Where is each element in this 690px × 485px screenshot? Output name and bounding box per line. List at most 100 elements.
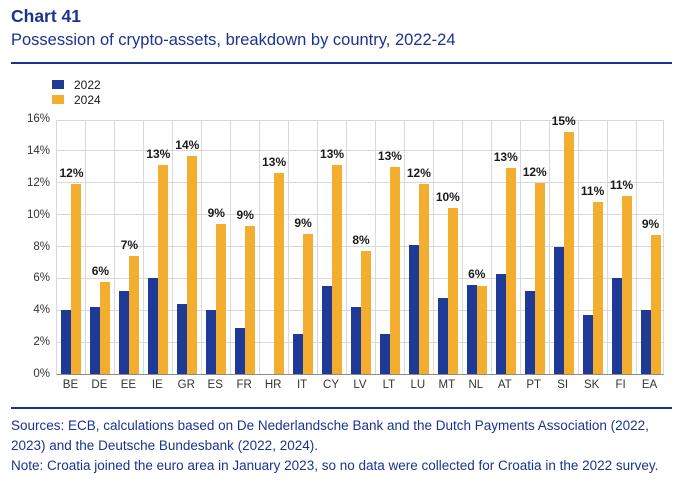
chart-legend: 2022 2024 [52, 77, 101, 107]
v-gridline-12 [403, 121, 405, 374]
x-tick-GR: GR [177, 379, 195, 391]
data-label-CY: 13% [320, 147, 345, 162]
x-tick-FI: FI [615, 379, 626, 391]
v-gridline-4 [172, 121, 174, 374]
v-gridline-17 [548, 121, 550, 374]
y-tick-16%: 16% [26, 113, 50, 125]
h-gridline-14 [57, 150, 663, 152]
data-label-HR: 13% [262, 155, 287, 170]
chart-footer: Sources: ECB, calculations based on De N… [11, 416, 681, 476]
x-tick-LV: LV [353, 379, 367, 391]
v-gridline-20 [635, 121, 637, 374]
bar-2022-AT [495, 273, 506, 374]
x-tick-SK: SK [583, 379, 600, 391]
data-label-SI: 15% [551, 113, 576, 128]
data-label-MT: 10% [435, 190, 460, 205]
data-label-GR: 14% [175, 137, 200, 152]
bar-2024-FR [245, 225, 256, 374]
x-tick-LT: LT [382, 379, 396, 391]
bar-2024-PT [534, 182, 545, 374]
plot-area: 12% 6% 7% 13% 14% 9% 9% 13% 9% 13% 8% 13% 12% 10% 6% 13… [56, 114, 664, 375]
h-gridline-12 [57, 182, 663, 184]
legend-swatch-2022 [52, 80, 64, 89]
x-tick-IT: IT [296, 379, 308, 391]
y-tick-12%: 12% [26, 176, 50, 189]
v-gridline-7 [259, 121, 261, 374]
bar-2022-LT [379, 334, 390, 374]
bar-2022-PT [524, 291, 535, 374]
h-gridline-6 [57, 277, 663, 279]
data-label-LU: 12% [406, 166, 431, 181]
top-divider-rule [11, 62, 672, 64]
bar-2022-SI [553, 246, 564, 374]
x-tick-HR: HR [264, 379, 282, 391]
bottom-divider-rule [11, 407, 672, 409]
bar-2024-HR [274, 173, 285, 374]
chart-subtitle: Possession of crypto-assets, breakdown b… [11, 31, 456, 49]
bar-2022-EE [119, 291, 130, 374]
data-label-DE: 6% [91, 263, 110, 278]
h-gridline-10 [57, 214, 663, 216]
v-gridline-10 [346, 121, 348, 374]
v-gridline-13 [432, 121, 434, 374]
h-gridline-8 [57, 246, 663, 247]
x-tick-NL: NL [468, 379, 484, 391]
v-gridline-5 [201, 121, 203, 374]
v-gridline-6 [230, 121, 232, 374]
bar-2024-GR [187, 155, 198, 374]
x-tick-LU: LU [410, 379, 426, 391]
data-label-ES: 9% [207, 206, 225, 221]
x-tick-BE: BE [62, 379, 79, 391]
x-tick-EE: EE [120, 379, 137, 391]
v-gridline-3 [143, 121, 145, 374]
v-gridline-9 [317, 121, 319, 374]
bar-2022-NL [466, 284, 477, 374]
legend-swatch-2024 [52, 95, 64, 104]
bar-2022-ES [206, 310, 217, 374]
data-label-LV: 8% [352, 233, 370, 248]
x-tick-DE: DE [91, 379, 108, 391]
bar-2022-FR [235, 327, 246, 374]
data-label-AT: 13% [493, 150, 518, 165]
x-tick-FR: FR [236, 379, 252, 391]
v-gridline-8 [288, 121, 290, 374]
data-label-FR: 9% [236, 207, 254, 222]
x-tick-CY: CY [323, 379, 340, 391]
sources-text: Sources: ECB, calculations based on De N… [11, 418, 649, 453]
bar-2022-BE [61, 310, 72, 374]
v-gridline-18 [577, 121, 579, 374]
bar-2024-LT [389, 166, 400, 374]
bar-2024-FI [621, 195, 632, 374]
legend-label-2024: 2024 [74, 92, 101, 107]
data-label-FI: 11% [609, 177, 634, 192]
legend-item-2024: 2024 [52, 92, 101, 107]
bar-2022-GR [177, 303, 188, 374]
bar-2024-EE [129, 256, 140, 374]
y-tick-4%: 4% [33, 304, 50, 317]
bar-2024-NL [476, 286, 487, 374]
bar-2022-DE [90, 307, 101, 374]
bar-2022-IT [293, 334, 304, 374]
bar-2024-AT [505, 168, 516, 374]
x-tick-MT: MT [438, 379, 456, 391]
data-label-IE: 13% [146, 147, 171, 162]
x-tick-AT: AT [497, 379, 512, 391]
v-gridline-14 [461, 121, 463, 374]
bar-2024-EA [650, 235, 661, 374]
x-tick-IE: IE [151, 379, 163, 391]
bar-2024-IT [303, 233, 314, 374]
bar-2022-FI [611, 278, 622, 374]
bar-2022-CY [322, 286, 333, 374]
y-tick-8%: 8% [33, 240, 50, 253]
y-tick-2%: 2% [33, 336, 50, 349]
v-gridline-19 [606, 121, 608, 374]
bar-2024-LU [418, 184, 429, 374]
y-tick-10%: 10% [26, 208, 50, 221]
bar-2022-EA [640, 310, 651, 374]
bar-2022-SK [582, 315, 593, 374]
bar-2024-SK [592, 201, 603, 374]
bar-2022-IE [148, 278, 159, 374]
note-text: Note: Croatia joined the euro area in Ja… [11, 458, 659, 473]
y-tick-6%: 6% [33, 272, 50, 285]
